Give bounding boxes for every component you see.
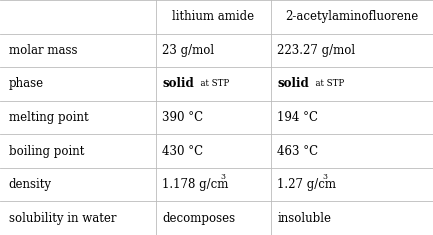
Text: 390 °C: 390 °C	[162, 111, 204, 124]
Text: 23 g/mol: 23 g/mol	[162, 44, 214, 57]
Text: molar mass: molar mass	[9, 44, 77, 57]
Text: density: density	[9, 178, 52, 191]
Text: boiling point: boiling point	[9, 145, 84, 158]
Text: 2-acetylaminofluorene: 2-acetylaminofluorene	[285, 10, 418, 23]
Text: 223.27 g/mol: 223.27 g/mol	[277, 44, 355, 57]
Text: 3: 3	[323, 173, 328, 181]
Text: solubility in water: solubility in water	[9, 212, 116, 225]
Text: phase: phase	[9, 77, 44, 90]
Text: decomposes: decomposes	[162, 212, 236, 225]
Text: insoluble: insoluble	[277, 212, 331, 225]
Text: solid: solid	[162, 77, 194, 90]
Text: melting point: melting point	[9, 111, 88, 124]
Text: 1.27 g/cm: 1.27 g/cm	[277, 178, 336, 191]
Text: at STP: at STP	[310, 79, 344, 88]
Text: at STP: at STP	[195, 79, 229, 88]
Text: 3: 3	[221, 173, 226, 181]
Text: 194 °C: 194 °C	[277, 111, 318, 124]
Text: lithium amide: lithium amide	[172, 10, 254, 23]
Text: 1.178 g/cm: 1.178 g/cm	[162, 178, 229, 191]
Text: solid: solid	[277, 77, 309, 90]
Text: 430 °C: 430 °C	[162, 145, 204, 158]
Text: 463 °C: 463 °C	[277, 145, 318, 158]
